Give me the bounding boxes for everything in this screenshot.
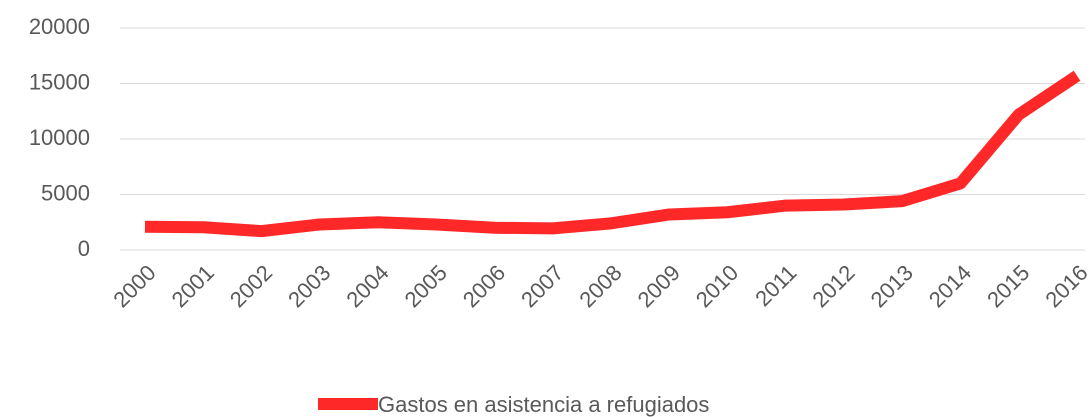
legend-label: Gastos en asistencia a refugiados xyxy=(378,392,709,417)
x-tick-label: 2013 xyxy=(866,260,918,312)
x-tick-label: 2010 xyxy=(691,260,743,312)
x-tick-label: 2006 xyxy=(458,260,510,312)
x-tick-label: 2004 xyxy=(341,260,393,312)
x-tick-label: 2003 xyxy=(283,260,335,312)
x-tick-label: 2014 xyxy=(924,260,976,312)
x-tick-label: 2016 xyxy=(1040,260,1092,312)
x-tick-label: 2015 xyxy=(982,260,1034,312)
y-tick-label: 0 xyxy=(78,236,90,261)
x-tick-label: 2011 xyxy=(750,260,801,311)
x-tick-label: 2000 xyxy=(108,260,160,312)
y-tick-label: 15000 xyxy=(29,69,90,94)
x-tick-label: 2001 xyxy=(167,260,219,312)
x-tick-label: 2007 xyxy=(516,260,568,312)
x-tick-label: 2009 xyxy=(633,260,685,312)
x-tick-label: 2005 xyxy=(400,260,452,312)
data-line xyxy=(144,70,1081,238)
y-tick-label: 5000 xyxy=(41,180,90,205)
x-tick-label: 2012 xyxy=(807,260,859,312)
y-tick-label: 20000 xyxy=(29,14,90,39)
x-tick-label: 2002 xyxy=(225,260,277,312)
x-tick-label: 2008 xyxy=(574,260,626,312)
y-tick-label: 10000 xyxy=(29,125,90,150)
